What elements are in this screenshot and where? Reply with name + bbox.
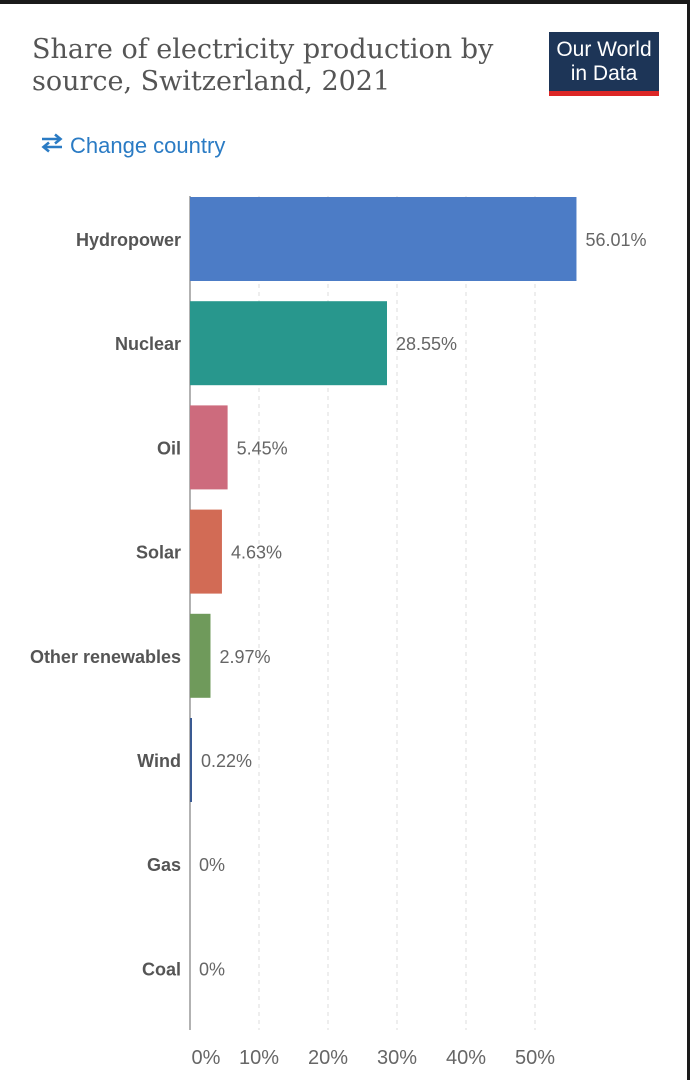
x-tick-label: 10%	[239, 1047, 279, 1069]
bar-other-renewables	[190, 613, 211, 698]
bar-solar	[190, 509, 222, 594]
category-label: Wind	[137, 751, 181, 771]
x-tick-label: 50%	[515, 1047, 555, 1069]
value-label: 4.63%	[231, 543, 282, 563]
value-label: 0%	[199, 855, 225, 875]
swap-arrows-icon	[40, 133, 70, 159]
frame-right-border	[687, 0, 690, 1080]
value-label: 56.01%	[585, 230, 646, 250]
value-label: 0.22%	[201, 751, 252, 771]
change-country-button[interactable]: Change country	[40, 133, 225, 159]
logo-line-1: Our World	[556, 38, 652, 61]
x-tick-label: 40%	[446, 1047, 486, 1069]
category-label: Oil	[157, 438, 181, 458]
bar-wind	[190, 718, 192, 802]
category-label: Coal	[142, 959, 181, 979]
bar-oil	[190, 405, 228, 490]
change-country-label: Change country	[70, 133, 226, 158]
x-tick-label: 20%	[308, 1047, 348, 1069]
category-label: Nuclear	[115, 334, 181, 354]
x-tick-label: 30%	[377, 1047, 417, 1069]
category-label: Gas	[147, 855, 181, 875]
chart-title: Share of electricity production by sourc…	[32, 34, 494, 97]
owid-logo[interactable]: Our World in Data	[549, 32, 659, 96]
value-label: 5.45%	[237, 438, 288, 458]
value-label: 2.97%	[219, 647, 270, 667]
value-label: 0%	[199, 959, 225, 979]
category-label: Other renewables	[30, 647, 181, 667]
bar-nuclear	[190, 301, 387, 386]
category-label: Hydropower	[76, 230, 181, 250]
logo-line-2: in Data	[570, 62, 638, 85]
logo-accent-bar	[549, 91, 659, 96]
frame-top-border	[0, 0, 690, 4]
category-label: Solar	[136, 543, 181, 563]
x-tick-label: 0%	[192, 1047, 221, 1069]
bar-hydropower	[190, 197, 577, 281]
value-label: 28.55%	[396, 334, 457, 354]
